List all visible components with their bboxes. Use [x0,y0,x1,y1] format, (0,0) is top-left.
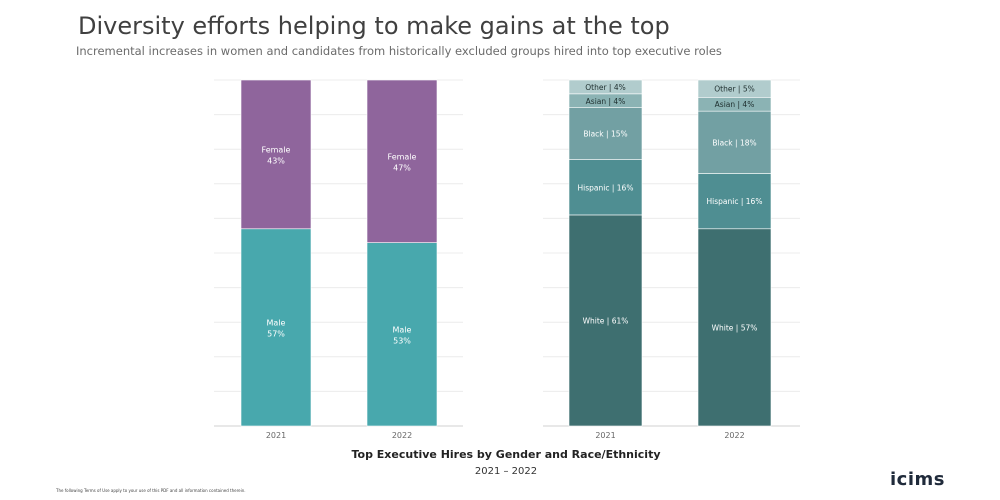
bar-label-male-2021: Male [267,318,286,327]
bar-label-black-2022: Black | 18% [712,138,756,147]
icims-logo: icims [890,469,945,490]
bar-segment-hispanic-2021 [568,159,643,216]
bar-label-white-2021: White | 61% [583,316,629,325]
bar-label-other-2022: Other | 5% [714,85,755,94]
chart-caption-date-range: 2021 – 2022 [474,466,538,477]
bar-label-black-2021: Black | 15% [583,130,627,139]
bar-segment-other-2022 [697,79,772,98]
bar-label-asian-2022: Asian | 4% [715,100,755,109]
bar-segment-black-2022 [697,110,772,174]
terms-footnote: The following Terms of Use apply to your… [56,488,246,493]
bar-label-asian-2021: Asian | 4% [586,97,626,106]
bar-label-female-2021: Female [262,145,291,154]
bar-label-female-2022: Female [388,152,417,161]
page-title: Diversity efforts helping to make gains … [78,12,670,40]
bar-segment-other-2021 [568,79,643,95]
x-tick-label-2021: 2021 [595,431,615,440]
bar-label-male-2022: Male [393,325,412,334]
bar-value-male-2021: 57% [267,329,285,338]
bar-label-hispanic-2022: Hispanic | 16% [707,197,763,206]
chart-caption-title: Top Executive Hires by Gender and Race/E… [351,448,661,461]
bar-label-hispanic-2021: Hispanic | 16% [578,183,634,192]
bar-label-white-2022: White | 57% [712,323,758,332]
bar-value-male-2022: 53% [393,336,411,345]
bar-segment-male-2022 [366,242,438,427]
bar-segment-female-2022 [366,79,438,243]
bar-value-female-2022: 47% [393,163,411,172]
bar-segment-female-2021 [240,79,312,230]
bar-segment-white-2022 [697,228,772,427]
bar-value-female-2021: 43% [267,156,285,165]
x-tick-label-2022: 2022 [392,431,412,440]
bar-segment-black-2021 [568,107,643,160]
bar-segment-male-2021 [240,228,312,427]
page-subtitle: Incremental increases in women and candi… [76,44,722,58]
x-tick-label-2022: 2022 [724,431,744,440]
bar-segment-white-2021 [568,214,643,427]
bar-label-other-2021: Other | 4% [585,83,626,92]
x-tick-label-2021: 2021 [266,431,286,440]
